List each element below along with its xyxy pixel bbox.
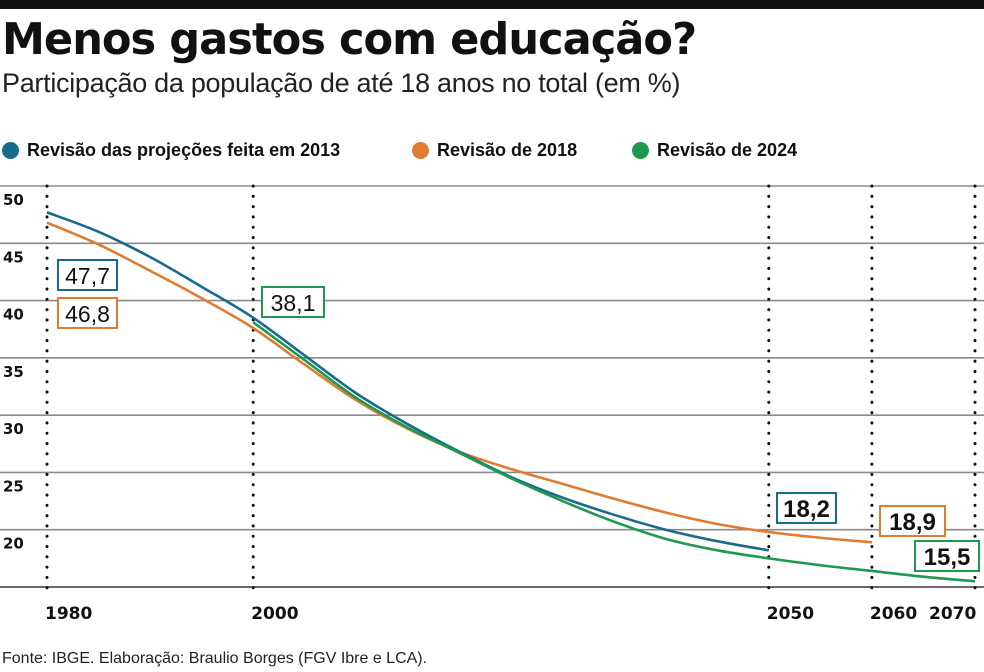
value-label-box — [57, 259, 118, 291]
x-tick-label: 2000 — [251, 604, 298, 624]
value-label: 38,1 — [271, 290, 316, 316]
x-tick-label: 2060 — [870, 604, 917, 624]
y-tick-label: 25 — [3, 477, 24, 495]
value-label-box — [914, 540, 980, 572]
y-tick-label: 50 — [3, 191, 24, 209]
chart-subtitle: Participação da população de até 18 anos… — [2, 68, 681, 98]
source-note: Fonte: IBGE. Elaboração: Braulio Borges … — [2, 650, 428, 667]
x-tick-label: 2070 — [929, 604, 976, 624]
legend-dot-icon — [2, 142, 19, 159]
chart-title: Menos gastos com educação? — [2, 14, 697, 65]
y-tick-label: 20 — [3, 535, 24, 553]
x-tick-label: 2050 — [767, 604, 814, 624]
legend-label: Revisão de 2024 — [657, 140, 798, 160]
top-bar — [0, 0, 984, 9]
y-tick-label: 40 — [3, 306, 24, 324]
value-label: 47,7 — [65, 263, 110, 289]
x-tick-label: 1980 — [45, 604, 92, 624]
legend-item-2013: Revisão das projeções feita em 2013 — [2, 140, 340, 161]
legend-dot-icon — [412, 142, 429, 159]
series-line-1 — [46, 221, 873, 544]
legend-label: Revisão das projeções feita em 2013 — [27, 140, 341, 160]
value-label: 18,2 — [783, 496, 830, 523]
value-label-box — [261, 286, 325, 318]
y-tick-label: 35 — [3, 363, 24, 381]
value-label: 46,8 — [65, 301, 110, 327]
legend-item-2018: Revisão de 2018 — [412, 140, 577, 161]
value-label-box — [879, 505, 946, 537]
value-label-box — [776, 492, 837, 524]
y-tick-label: 30 — [3, 420, 24, 438]
y-tick-label: 45 — [3, 248, 24, 266]
series-line-0 — [46, 211, 770, 552]
value-label: 18,9 — [889, 509, 936, 536]
legend-item-2024: Revisão de 2024 — [632, 140, 797, 161]
series-line-2 — [252, 321, 976, 583]
value-label: 15,5 — [924, 544, 971, 571]
legend-dot-icon — [632, 142, 649, 159]
value-label-box — [57, 297, 118, 329]
legend-label: Revisão de 2018 — [437, 140, 578, 160]
